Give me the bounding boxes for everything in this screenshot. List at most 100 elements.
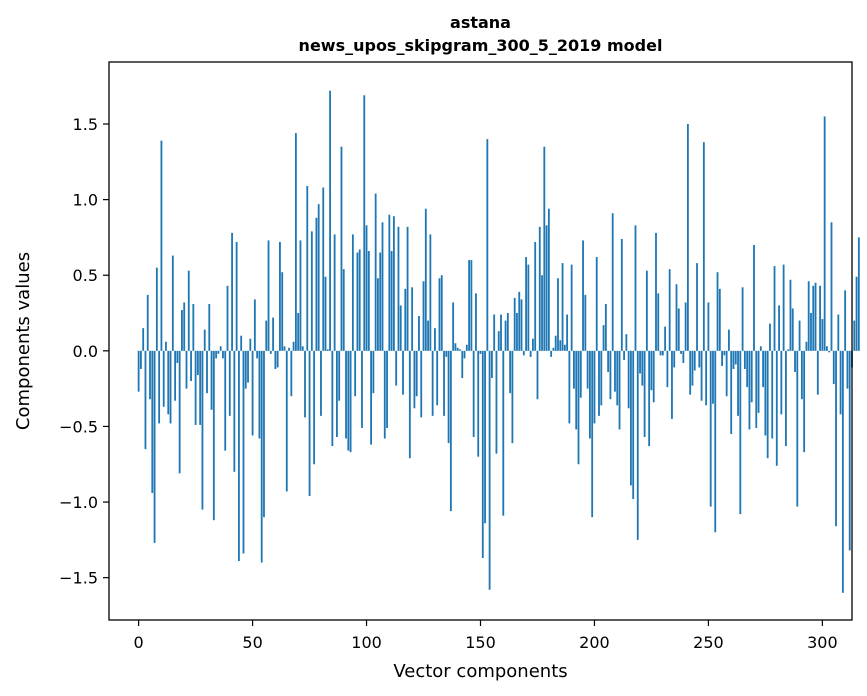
bar [370,350,373,445]
bar [798,320,801,351]
bar [297,313,300,351]
bar [632,350,635,500]
bar [828,350,831,353]
bar [853,320,856,351]
bar [618,350,621,430]
bar [326,349,329,351]
bar [741,287,744,351]
chart-title-line1: astana [450,13,511,32]
x-tick-label: 200 [579,633,610,652]
bar [338,350,341,401]
bar [247,350,249,383]
bar [249,338,252,351]
bar [775,350,778,466]
bar [593,350,596,424]
bar [659,350,662,356]
bar [602,325,605,351]
bar [288,347,290,351]
bar [367,251,370,351]
bar [206,350,208,394]
bar [500,314,502,351]
bar [162,350,165,407]
bar [563,344,566,351]
bar [700,350,703,401]
bar [805,341,808,351]
bar [773,266,776,351]
bar [160,140,163,351]
bar [231,232,233,351]
bar [506,313,509,351]
bar [290,350,293,397]
bar [390,251,393,351]
bar [470,260,473,351]
x-tick-label: 50 [242,633,262,652]
bar [750,350,753,403]
bar [222,350,224,359]
bar [475,293,477,351]
bar [778,305,780,351]
y-tick-label: −1.0 [59,493,98,512]
bar [374,193,377,351]
bar [495,350,498,454]
bar [823,116,826,351]
bar [347,350,350,451]
bar [846,350,849,389]
bar [187,270,190,351]
bar [570,264,573,351]
bar [764,350,767,436]
bar [728,329,730,351]
bar [812,285,815,351]
bar [826,346,828,351]
bar [317,204,320,351]
bar [203,329,206,351]
bar [771,350,774,439]
bar [258,350,261,439]
bar [661,350,664,356]
bar [256,350,259,359]
bar [696,263,698,351]
bar [358,249,361,351]
bar [844,290,847,351]
bar [468,260,471,351]
bar [504,320,507,351]
bar [449,350,452,512]
bar [623,350,625,360]
bar [650,350,653,391]
bar [575,350,578,430]
bar [796,350,799,507]
bar [568,350,571,424]
bar [607,350,610,372]
bar [734,350,737,365]
bar [251,350,254,436]
bar [759,346,762,351]
bar [434,328,436,351]
bar [645,270,648,351]
bar [762,350,765,388]
bar [693,350,696,371]
bar [657,293,660,351]
bar [365,225,368,351]
bar [666,350,669,388]
bar [848,350,851,551]
bar [408,350,411,459]
bar [545,225,548,351]
bar [550,350,553,357]
bar [684,302,687,351]
bar [712,350,714,404]
bar [392,216,395,351]
bar [509,350,512,394]
bar [600,350,603,406]
bar [477,350,480,457]
bar [732,350,735,369]
bar [340,146,343,351]
bar [438,278,441,351]
bar [664,326,667,351]
bar [333,234,336,351]
bar [753,244,755,351]
bar [155,267,158,351]
bar [709,350,712,507]
y-tick-label: 1.5 [73,115,98,134]
bar [595,257,598,351]
bar [404,288,407,351]
bar [194,350,197,425]
